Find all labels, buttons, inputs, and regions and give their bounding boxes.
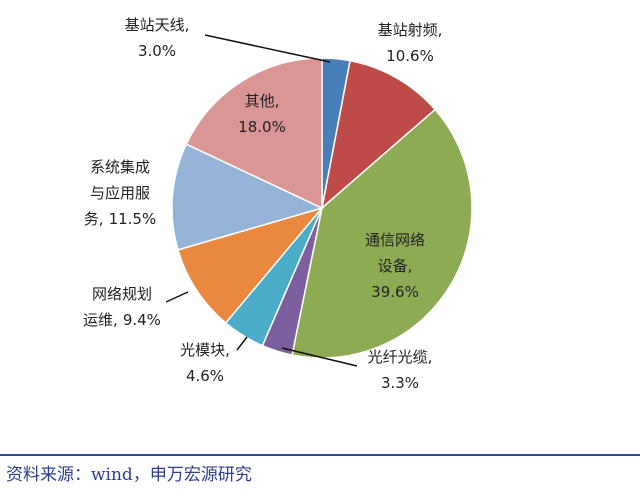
category-label: 其他,: [245, 92, 280, 110]
category-label: 光纤光缆,: [368, 348, 433, 366]
category-label: 基站天线,: [125, 16, 190, 34]
pie-slice: [320, 59, 437, 210]
value-label: 3.3%: [381, 374, 419, 392]
pie-slice: [185, 57, 323, 210]
category-label: 系统集成与应用服务,: [84, 158, 150, 228]
source-note: 资料来源：wind，申万宏源研究: [6, 465, 252, 485]
slice-label: 系统集成与应用服务, 11.5%: [84, 158, 156, 228]
leader-line: [165, 291, 189, 303]
value-label: 18.0%: [238, 118, 286, 136]
leader-line: [204, 34, 331, 63]
category-label: 通信网络设备,: [365, 231, 425, 275]
pie-slice: [291, 108, 473, 359]
category-label: 网络规划运维,: [83, 285, 152, 329]
slice-label: 光纤光缆, 3.3%: [368, 348, 433, 392]
leader-line: [236, 336, 248, 351]
slice-label: 基站天线, 3.0%: [125, 16, 190, 60]
pie-slice: [177, 206, 325, 325]
value-label: 10.6%: [386, 47, 434, 65]
value-label: 39.6%: [371, 283, 419, 301]
value-label: 11.5%: [109, 210, 157, 228]
value-label: 3.0%: [138, 42, 176, 60]
slice-label: 光模块, 4.6%: [180, 341, 230, 385]
value-label: 4.6%: [186, 367, 224, 385]
category-label: 光模块,: [180, 341, 230, 359]
category-label: 基站射频,: [378, 21, 443, 39]
leader-line: [281, 347, 358, 367]
slice-label: 通信网络设备, 39.6%: [365, 231, 425, 301]
slice-label: 基站射频, 10.6%: [378, 21, 443, 65]
pie-slice: [171, 143, 325, 251]
value-label: 9.4%: [123, 311, 161, 329]
slice-label: 网络规划运维, 9.4%: [83, 285, 161, 329]
slice-label: 其他, 18.0%: [238, 92, 286, 136]
